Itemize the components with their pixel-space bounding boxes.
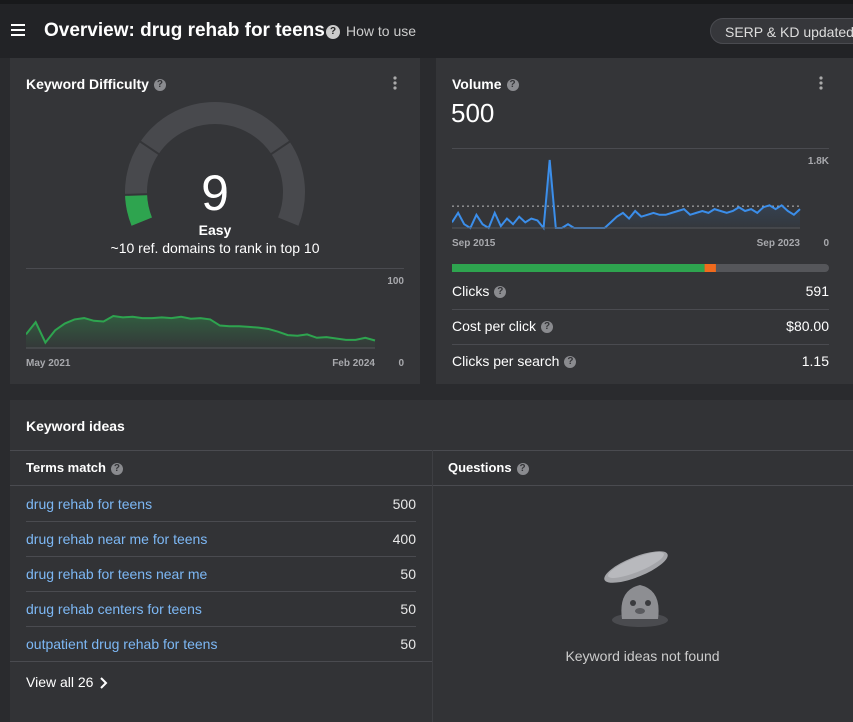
top-edge xyxy=(0,0,853,4)
x-label-start: May 2021 xyxy=(26,358,71,369)
gauge-gap xyxy=(269,139,292,156)
gauge-gap xyxy=(123,193,150,196)
trend-area xyxy=(26,316,375,348)
x-label-start: Sep 2015 xyxy=(452,238,496,249)
click-split-bar xyxy=(452,264,829,272)
trend-line xyxy=(452,159,801,231)
metric-label-text: Clicks per search xyxy=(452,353,560,369)
kd-subtitle: ~10 ref. domains to rank in top 10 xyxy=(110,240,320,256)
terms-match-text: Terms match xyxy=(26,460,106,475)
kd-title: Keyword Difficulty? xyxy=(26,76,166,92)
terms-match-title: Terms match? xyxy=(26,460,123,475)
menu-icon[interactable] xyxy=(11,24,27,38)
gauge-gap xyxy=(138,139,161,156)
metric-row: Clicks? 591 xyxy=(452,274,829,310)
metric-row: Clicks per search? 1.15 xyxy=(452,344,829,379)
keyword-row: drug rehab centers for teens 50 xyxy=(26,591,416,627)
ideas-title: Keyword ideas xyxy=(26,418,125,434)
metric-label: Cost per click? xyxy=(452,318,554,334)
volume-title-text: Volume xyxy=(452,76,502,92)
volume-trend-chart: 0 1.8K Sep 2015 Sep 2023 xyxy=(452,148,830,249)
y-tick-label: 1.8K xyxy=(808,156,830,167)
empty-message: Keyword ideas not found xyxy=(565,648,720,664)
page-title: Overview: drug rehab for teens xyxy=(44,20,325,41)
keyword-link[interactable]: drug rehab near me for teens xyxy=(26,531,208,547)
volume-value: 500 xyxy=(451,98,495,128)
chevron[interactable] xyxy=(93,677,113,690)
y-tick-label: 0 xyxy=(823,238,829,249)
metric-label: Clicks per search? xyxy=(452,353,577,369)
metric-label-text: Clicks xyxy=(452,283,490,299)
x-label-end: Sep 2023 xyxy=(757,238,801,249)
metric-value: 591 xyxy=(805,283,829,299)
status-button[interactable]: SERP & KD updated xyxy=(710,18,853,44)
trend-line xyxy=(26,315,376,345)
split-segment xyxy=(452,264,705,272)
how-to-use[interactable]: ? How to use xyxy=(326,23,417,40)
keyword-volume: 500 xyxy=(392,496,416,512)
split-segment xyxy=(704,264,716,272)
keyword-volume: 50 xyxy=(400,636,416,652)
y-tick-label: 0 xyxy=(398,358,404,369)
keyword-volume: 400 xyxy=(392,531,416,547)
kd-gauge xyxy=(123,102,305,226)
metric-value: $80.00 xyxy=(786,318,829,334)
kd-label: Easy xyxy=(198,222,232,238)
trend-area xyxy=(452,160,800,228)
keyword-link[interactable]: outpatient drug rehab for teens xyxy=(26,636,218,652)
keyword-link[interactable]: drug rehab for teens xyxy=(26,496,153,512)
empty-illustration xyxy=(604,551,668,627)
keyword-row: drug rehab for teens 500 xyxy=(26,486,416,522)
divider xyxy=(432,450,433,722)
view-all-text[interactable]: View all 26 xyxy=(26,674,94,690)
divider xyxy=(10,450,853,451)
keyword-link[interactable]: drug rehab for teens near me xyxy=(26,566,208,582)
metric-label-text: Cost per click xyxy=(452,318,537,334)
kd-more[interactable] xyxy=(392,76,398,92)
help-icon: ? xyxy=(541,321,554,334)
gauge-track xyxy=(125,102,305,226)
keyword-volume: 50 xyxy=(400,601,416,617)
help-icon: ? xyxy=(494,286,507,299)
ideas-card xyxy=(10,400,853,722)
kd-value: 9 xyxy=(201,165,229,221)
x-label-end: Feb 2024 xyxy=(332,358,375,369)
volume-title: Volume? xyxy=(452,76,519,92)
keyword-row: drug rehab near me for teens 400 xyxy=(26,521,416,557)
metric-label: Clicks? xyxy=(452,283,507,299)
y-tick-label: 100 xyxy=(387,276,404,287)
kd-title-text: Keyword Difficulty xyxy=(26,76,149,92)
kd-trend-chart: 0 100 May 2021 Feb 2024 xyxy=(26,268,404,369)
how-to-use-text[interactable]: How to use xyxy=(346,23,417,39)
metric-value: 1.15 xyxy=(801,353,829,369)
metric-row: Cost per click? $80.00 xyxy=(452,309,829,345)
help-icon: ? xyxy=(564,356,577,369)
keyword-link[interactable]: drug rehab centers for teens xyxy=(26,601,202,617)
questions-title: Questions? xyxy=(448,460,529,475)
questions-text: Questions xyxy=(448,460,512,475)
divider xyxy=(10,485,853,486)
keyword-row: drug rehab for teens near me 50 xyxy=(26,556,416,592)
keyword-volume: 50 xyxy=(400,566,416,582)
keyword-row: outpatient drug rehab for teens 50 xyxy=(10,626,432,662)
view-all[interactable]: View all 26 xyxy=(26,674,113,690)
volume-more[interactable] xyxy=(818,76,824,92)
